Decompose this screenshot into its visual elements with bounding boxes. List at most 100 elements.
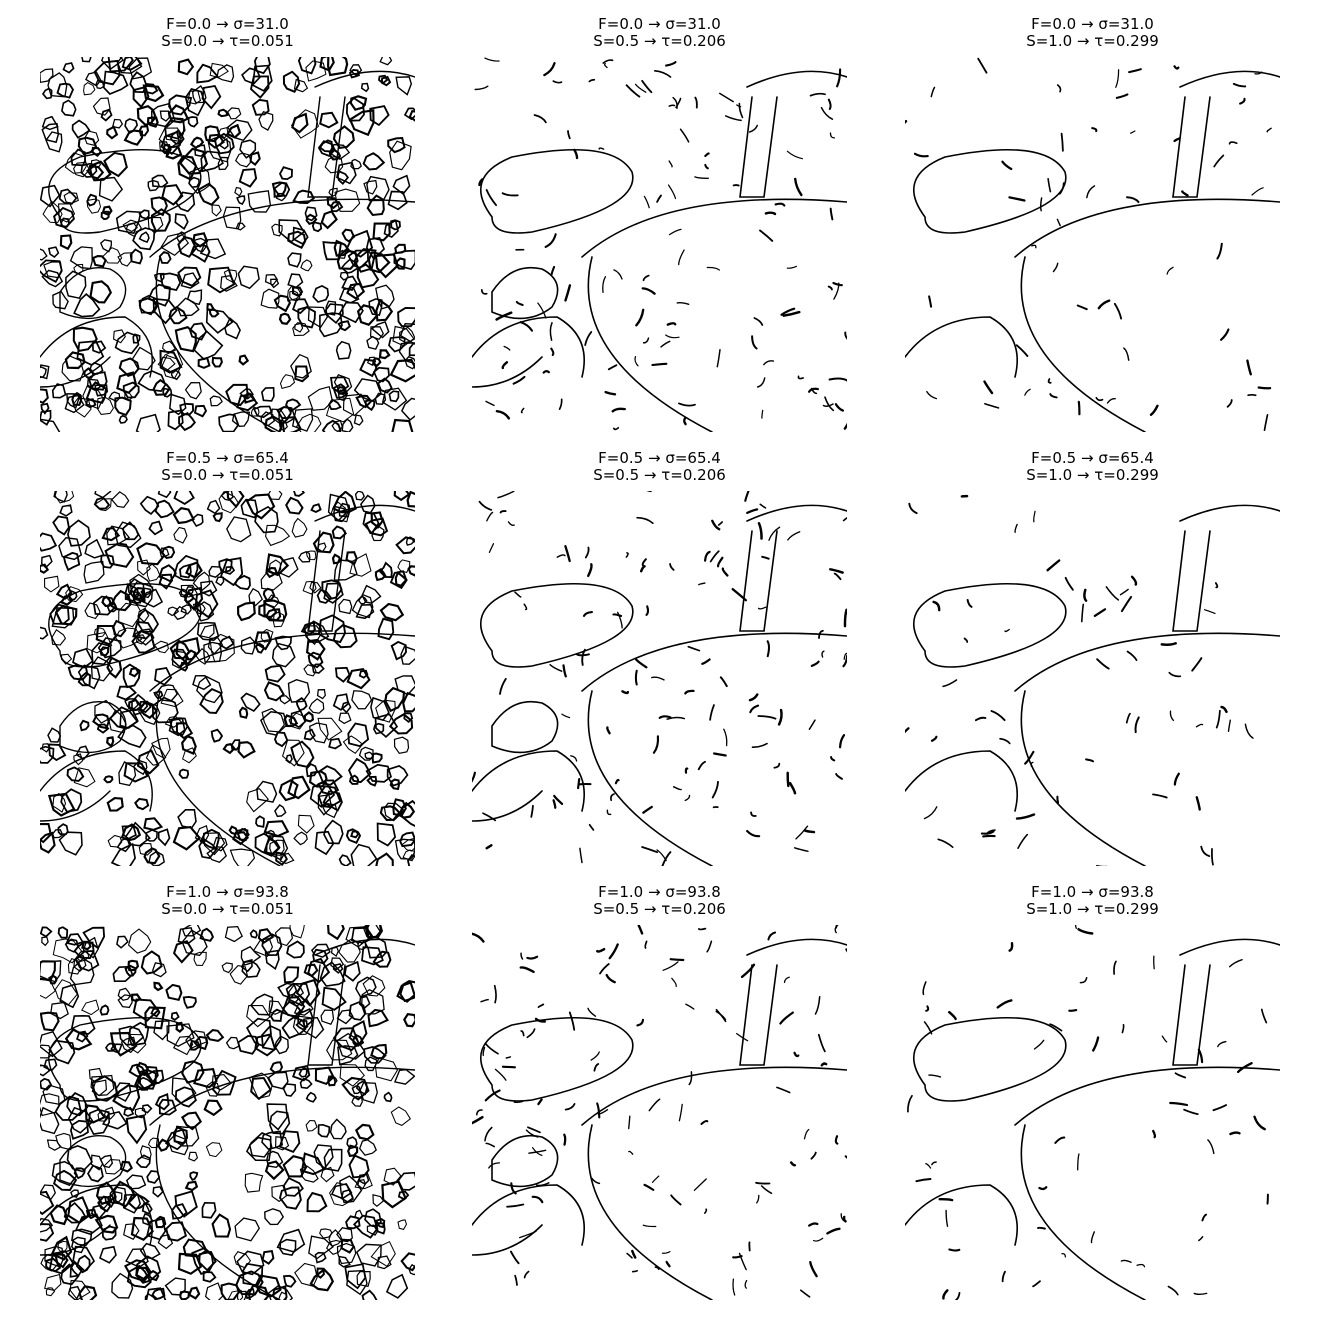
- edge-cell: [201, 85, 222, 110]
- edge-cell: [171, 1203, 188, 1220]
- edge-fragment: [476, 1109, 483, 1116]
- edge-cell: [139, 495, 160, 515]
- s-tau-label: S=0.0 → τ=0.051: [161, 466, 294, 484]
- edge-fragment: [537, 1098, 543, 1106]
- edge-cell: [252, 64, 273, 92]
- edge-fragment: [794, 177, 803, 197]
- edge-cell: [193, 404, 208, 418]
- edge-cell: [148, 1269, 160, 1282]
- edge-cell: [330, 143, 351, 160]
- edge-fragment: [1257, 386, 1272, 390]
- edge-cell: [338, 712, 352, 725]
- edge-fragment: [495, 311, 513, 321]
- edge-fragment: [688, 1071, 693, 1086]
- edge-fragment: [1047, 178, 1052, 193]
- edge-contour: [746, 938, 847, 956]
- edge-fragment: [485, 844, 493, 850]
- edge-cell: [295, 1019, 309, 1031]
- edge-fragment: [1226, 399, 1233, 408]
- edge-cell: [81, 57, 92, 63]
- edge-cell: [390, 640, 407, 661]
- edge-cell: [85, 381, 108, 404]
- edge-fragment: [544, 233, 557, 248]
- edge-cell: [55, 583, 73, 600]
- edge-cell: [319, 961, 346, 987]
- edge-fragment: [1024, 750, 1035, 765]
- edge-fragment: [704, 163, 709, 170]
- edge-cell: [187, 116, 199, 128]
- edge-fragment: [563, 1133, 567, 1146]
- edge-fragment: [668, 228, 682, 236]
- edge-fragment: [1263, 413, 1269, 432]
- edge-cell: [172, 825, 202, 851]
- edge-cell: [372, 222, 391, 242]
- edge-cell: [254, 832, 281, 857]
- edge-contour: [587, 690, 713, 866]
- edge-cell: [309, 1267, 335, 1292]
- edge-cell: [94, 1214, 119, 1234]
- edge-fragment: [494, 1068, 507, 1081]
- edge-fragment: [1015, 344, 1029, 357]
- edge-cell: [120, 1036, 137, 1054]
- edge-cell: [364, 1056, 378, 1072]
- edge-cell: [199, 238, 227, 260]
- edge-cell: [356, 304, 379, 326]
- edge-cell: [361, 1289, 378, 1300]
- edge-cell: [129, 580, 154, 608]
- edge-cell: [319, 111, 339, 129]
- edge-cell: [220, 275, 238, 292]
- edge-cell: [236, 195, 246, 205]
- edge-cell: [311, 221, 323, 233]
- edge-cell: [300, 259, 313, 272]
- edge-fragment: [954, 1292, 961, 1300]
- edge-cell: [288, 712, 307, 730]
- edge-cell: [82, 384, 104, 410]
- edge-cell: [250, 993, 274, 1016]
- edge-fragment: [829, 207, 834, 221]
- edge-cell: [124, 118, 139, 133]
- edge-fragment: [606, 809, 612, 816]
- edge-contour: [1014, 198, 1280, 258]
- edge-fragment: [573, 148, 579, 160]
- edge-fragment: [1214, 582, 1219, 589]
- edge-cell: [282, 1176, 304, 1197]
- edge-fragment: [480, 998, 489, 1003]
- edge-fragment: [716, 556, 724, 568]
- edge-cell: [185, 586, 194, 596]
- edge-fragment: [634, 669, 638, 686]
- edge-cell: [54, 491, 75, 504]
- edge-fragment: [562, 664, 567, 678]
- edge-cell: [108, 706, 139, 730]
- edge-cell: [376, 377, 393, 394]
- edge-cell: [87, 1108, 111, 1135]
- edge-cell: [205, 1142, 223, 1158]
- edge-cell: [246, 1005, 271, 1028]
- edge-cell: [321, 803, 338, 819]
- edge-fragment: [1032, 1280, 1041, 1288]
- edge-cell: [112, 619, 127, 638]
- edge-cell: [103, 151, 128, 178]
- edge-contour: [472, 790, 543, 822]
- edge-fragment: [1152, 1129, 1157, 1139]
- edge-cell: [261, 933, 283, 956]
- edge-cell: [208, 307, 220, 318]
- edge-cell: [164, 715, 183, 728]
- edge-fragment: [786, 150, 804, 160]
- edge-cell: [249, 929, 258, 939]
- edge-cell: [138, 842, 153, 856]
- edge-cell: [70, 1189, 80, 1198]
- edge-cell: [312, 948, 329, 965]
- edge-cell: [65, 586, 84, 603]
- edge-fragment: [942, 679, 958, 688]
- edge-cell: [305, 550, 317, 561]
- edge-fragment: [835, 773, 843, 780]
- edge-fragment: [1211, 848, 1214, 866]
- edge-fragment: [1004, 628, 1010, 633]
- edge-cell: [40, 563, 50, 574]
- edge-fragment: [552, 80, 563, 84]
- edge-cell: [366, 775, 378, 787]
- edge-fragment: [1113, 302, 1123, 320]
- edge-cell: [112, 965, 134, 983]
- edge-fragment: [1169, 1101, 1189, 1107]
- edge-fragment: [651, 362, 668, 367]
